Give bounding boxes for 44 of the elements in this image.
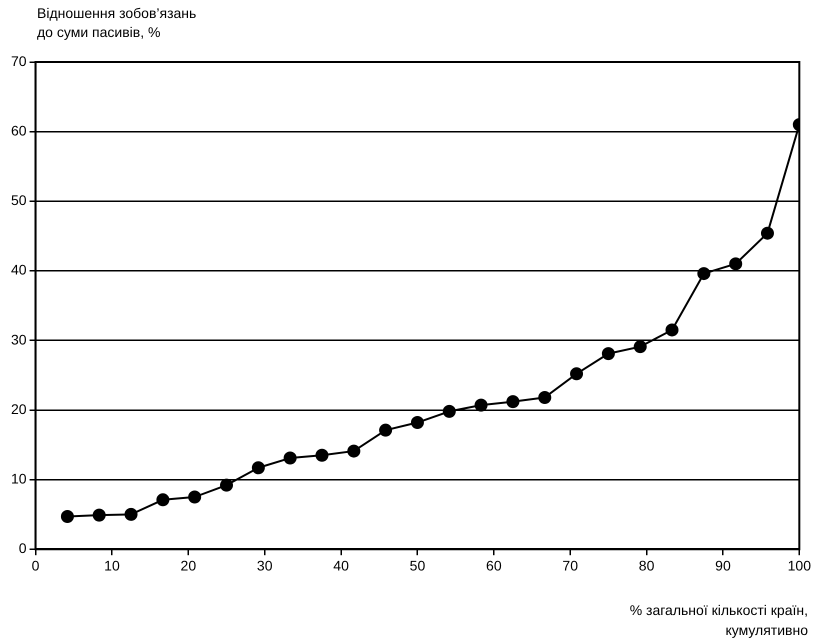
- point: [60, 510, 74, 523]
- point: [634, 340, 647, 354]
- point: [252, 461, 265, 474]
- x-tick-label: 10: [104, 557, 120, 574]
- y-tick-label: 60: [10, 122, 27, 138]
- point: [220, 478, 234, 492]
- x-tick-label: 80: [638, 557, 655, 574]
- y-axis-title: Відношення зобов’язань до суми пасивів, %: [37, 4, 196, 42]
- x-tick-label: 40: [333, 557, 350, 574]
- point: [570, 367, 584, 380]
- point: [188, 490, 202, 504]
- x-tick-label: 70: [562, 557, 578, 574]
- x-tick-label: 100: [788, 557, 812, 574]
- point: [156, 493, 170, 506]
- point: [284, 452, 297, 465]
- point: [92, 508, 106, 522]
- point: [666, 323, 679, 336]
- x-axis-title: % загальної кількості країн, кумулятивно: [630, 601, 808, 640]
- x-tick-label: 20: [180, 557, 196, 574]
- x-tick-label: 0: [32, 557, 40, 574]
- point: [729, 257, 742, 270]
- point: [124, 508, 138, 521]
- x-tick-label: 60: [486, 557, 502, 574]
- y-tick-label: 10: [10, 470, 27, 486]
- point: [474, 398, 488, 412]
- point: [602, 347, 615, 360]
- y-tick-label: 50: [10, 192, 27, 208]
- point: [347, 444, 360, 458]
- point: [379, 424, 392, 437]
- x-tick-label: 50: [410, 557, 426, 574]
- point: [410, 416, 424, 430]
- y-tick-label: 20: [10, 400, 27, 417]
- y-tick-label: 70: [10, 52, 27, 69]
- y-tick-label: 30: [10, 331, 27, 348]
- x-tick-label: 90: [715, 557, 731, 574]
- y-tick-label: 40: [10, 262, 27, 278]
- y-tick-label: 0: [18, 540, 27, 556]
- point: [538, 390, 552, 404]
- point: [506, 395, 520, 408]
- point: [442, 404, 456, 418]
- x-tick-label: 30: [256, 557, 273, 574]
- point: [315, 448, 328, 462]
- point: [697, 267, 710, 280]
- point: [760, 226, 774, 240]
